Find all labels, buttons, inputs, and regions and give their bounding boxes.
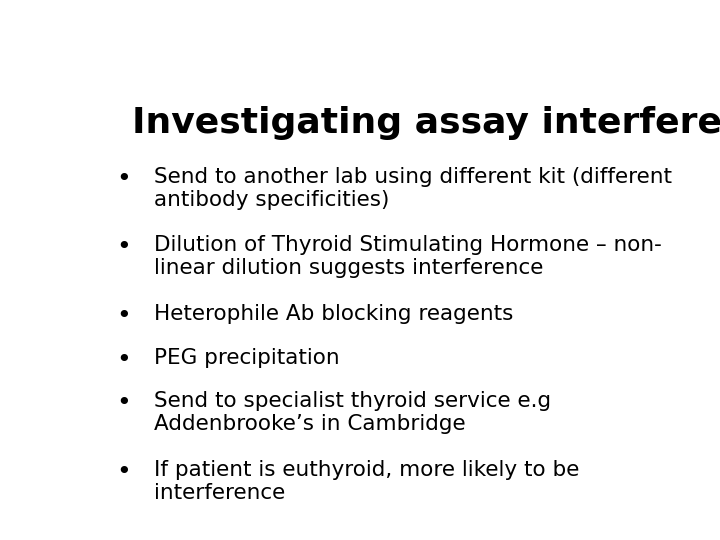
Text: PEG precipitation: PEG precipitation: [154, 348, 340, 368]
Text: •: •: [116, 460, 131, 484]
Text: •: •: [116, 167, 131, 191]
Text: •: •: [116, 235, 131, 259]
Text: Send to specialist thyroid service e.g
Addenbrooke’s in Cambridge: Send to specialist thyroid service e.g A…: [154, 391, 552, 434]
Text: Dilution of Thyroid Stimulating Hormone – non-
linear dilution suggests interfer: Dilution of Thyroid Stimulating Hormone …: [154, 235, 662, 279]
Text: If patient is euthyroid, more likely to be
interference: If patient is euthyroid, more likely to …: [154, 460, 580, 503]
Text: •: •: [116, 391, 131, 415]
Text: Send to another lab using different kit (different
antibody specificities): Send to another lab using different kit …: [154, 167, 672, 210]
Text: •: •: [116, 304, 131, 328]
Text: •: •: [116, 348, 131, 372]
Text: Investigating assay interference: Investigating assay interference: [132, 106, 720, 140]
Text: Heterophile Ab blocking reagents: Heterophile Ab blocking reagents: [154, 304, 513, 324]
